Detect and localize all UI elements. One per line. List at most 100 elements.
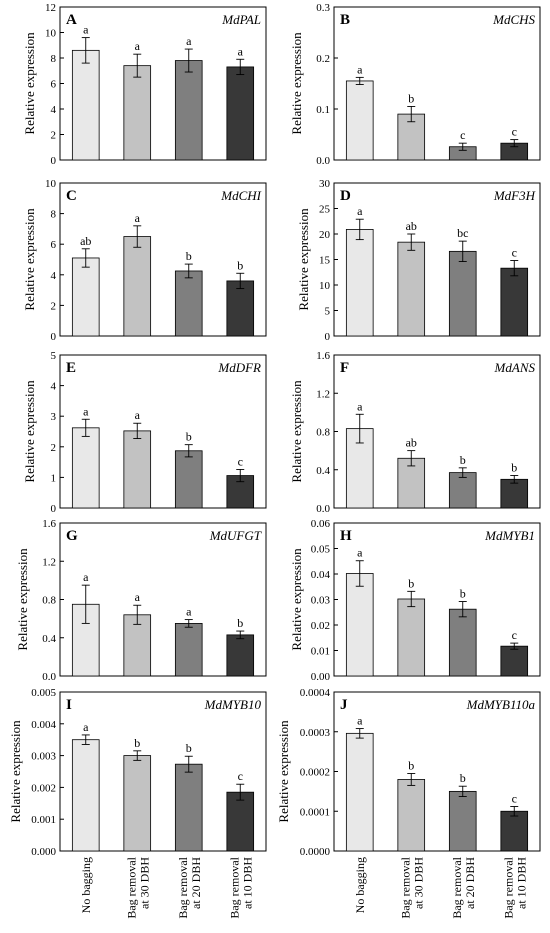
panel-e: 0 1 2 3 4 5 Relative expression E MdDFR a a b c (22, 350, 267, 515)
y-axis-label: Relative expression (22, 32, 37, 135)
significance-letter: b (237, 616, 243, 630)
bar (123, 430, 152, 509)
significance-letter: a (357, 399, 363, 413)
gene-name: MdANS (494, 360, 536, 375)
y-tick-label: 1.2 (316, 388, 330, 400)
y-tick-label: 2 (51, 442, 57, 454)
panel-letter: G (66, 528, 78, 544)
significance-letter: ab (80, 234, 91, 248)
category-label: Bag removalat 10 DBH (501, 856, 528, 918)
significance-letter: a (83, 404, 89, 418)
y-tick-label: 0 (51, 503, 57, 515)
bar (123, 614, 152, 677)
category-label-line: No bagging (79, 857, 93, 913)
bar (345, 80, 374, 161)
y-tick-label: 8 (51, 53, 57, 65)
y-tick-label: 30 (319, 178, 331, 190)
y-tick-label: 0.0003 (300, 727, 331, 739)
y-axis-label: Relative expression (22, 208, 37, 311)
y-tick-label: 1.6 (316, 350, 330, 362)
gene-name: MdUFGT (209, 528, 262, 543)
significance-letter: b (460, 771, 466, 785)
category-label-line: Bag removal (450, 856, 464, 918)
category-label-line: Bag removal (501, 856, 515, 918)
gene-name: MdPAL (221, 12, 261, 27)
gene-name: MdMYB110a (466, 697, 536, 712)
y-tick-label: 15 (319, 255, 331, 267)
significance-letter: a (135, 39, 141, 53)
y-tick-label: 2 (51, 300, 57, 312)
y-tick-label: 0 (51, 331, 57, 343)
significance-letter: c (512, 628, 517, 642)
bar (174, 270, 203, 337)
y-tick-label: 10 (319, 280, 331, 292)
category-label-line: No bagging (353, 857, 367, 913)
bar (71, 427, 100, 509)
y-tick-label: 0.000 (31, 846, 56, 858)
y-tick-label: 1.2 (42, 556, 56, 568)
gene-name: MdCHS (492, 12, 535, 27)
bar (345, 573, 374, 677)
bar (174, 763, 203, 852)
significance-letter: a (83, 570, 89, 584)
significance-letter: b (511, 460, 517, 474)
y-tick-label: 0.04 (311, 569, 331, 581)
bar (123, 65, 152, 161)
y-tick-label: 25 (319, 204, 331, 216)
significance-letter: c (238, 769, 243, 783)
gene-name: MdF3H (493, 188, 536, 203)
bar (226, 280, 255, 337)
panel-f: 0.0 0.4 0.8 1.2 1.6 Relative expression F MdANS… (289, 350, 541, 515)
significance-letter: b (408, 91, 414, 105)
gene-name: MdMYB10 (204, 697, 262, 712)
bar (226, 66, 255, 161)
bar (500, 645, 529, 677)
panel-letter: A (66, 12, 77, 28)
significance-letter: a (238, 44, 244, 58)
significance-letter: a (135, 408, 141, 422)
bar (397, 457, 426, 509)
y-tick-label: 0.0002 (300, 767, 330, 779)
category-label-line: Bag removal (227, 856, 241, 918)
y-tick-label: 6 (51, 79, 57, 91)
plot-frame (59, 354, 267, 509)
y-tick-label: 0.0 (42, 671, 56, 683)
panel-letter: B (340, 12, 350, 28)
y-tick-label: 10 (45, 178, 57, 190)
y-axis-label: Relative expression (276, 720, 291, 823)
category-label: Bag removalat 10 DBH (227, 856, 254, 918)
significance-letter: b (408, 758, 414, 772)
significance-letter: a (357, 714, 363, 728)
significance-letter: c (512, 125, 517, 139)
bar (397, 598, 426, 677)
y-axis-label: Relative expression (289, 32, 304, 135)
category-label-line: at 30 DBH (137, 857, 151, 909)
panel-letter: C (66, 188, 77, 204)
panel-j: 0.0000 0.0001 0.0002 0.0003 0.0004 Relative e… (276, 687, 541, 919)
significance-letter: a (357, 204, 363, 218)
y-tick-label: 0.4 (42, 633, 56, 645)
significance-letter: c (460, 128, 465, 142)
panel-letter: J (340, 697, 348, 713)
significance-letter: bc (457, 226, 468, 240)
y-tick-label: 0.4 (316, 465, 330, 477)
panel-b: 0.0 0.1 0.2 0.3 Relative expression B MdCHS a b c… (289, 2, 541, 167)
bar (500, 267, 529, 337)
panel-i: 0.000 0.001 0.002 0.003 0.004 0.005 Relative e… (8, 687, 267, 919)
plot-frame (59, 182, 267, 337)
significance-letter: b (237, 258, 243, 272)
panel-letter: I (66, 697, 72, 713)
y-tick-label: 0.3 (316, 2, 330, 14)
significance-letter: a (357, 62, 363, 76)
y-tick-label: 1 (51, 472, 57, 484)
bar (500, 810, 529, 852)
panel-letter: D (340, 188, 351, 204)
category-label: Bag removalat 30 DBH (398, 856, 425, 918)
significance-letter: a (357, 546, 363, 560)
gene-name: MdDFR (217, 360, 261, 375)
gene-name: MdCHI (220, 188, 261, 203)
plot-frame (333, 6, 541, 161)
significance-letter: b (460, 453, 466, 467)
y-tick-label: 0.8 (42, 595, 56, 607)
